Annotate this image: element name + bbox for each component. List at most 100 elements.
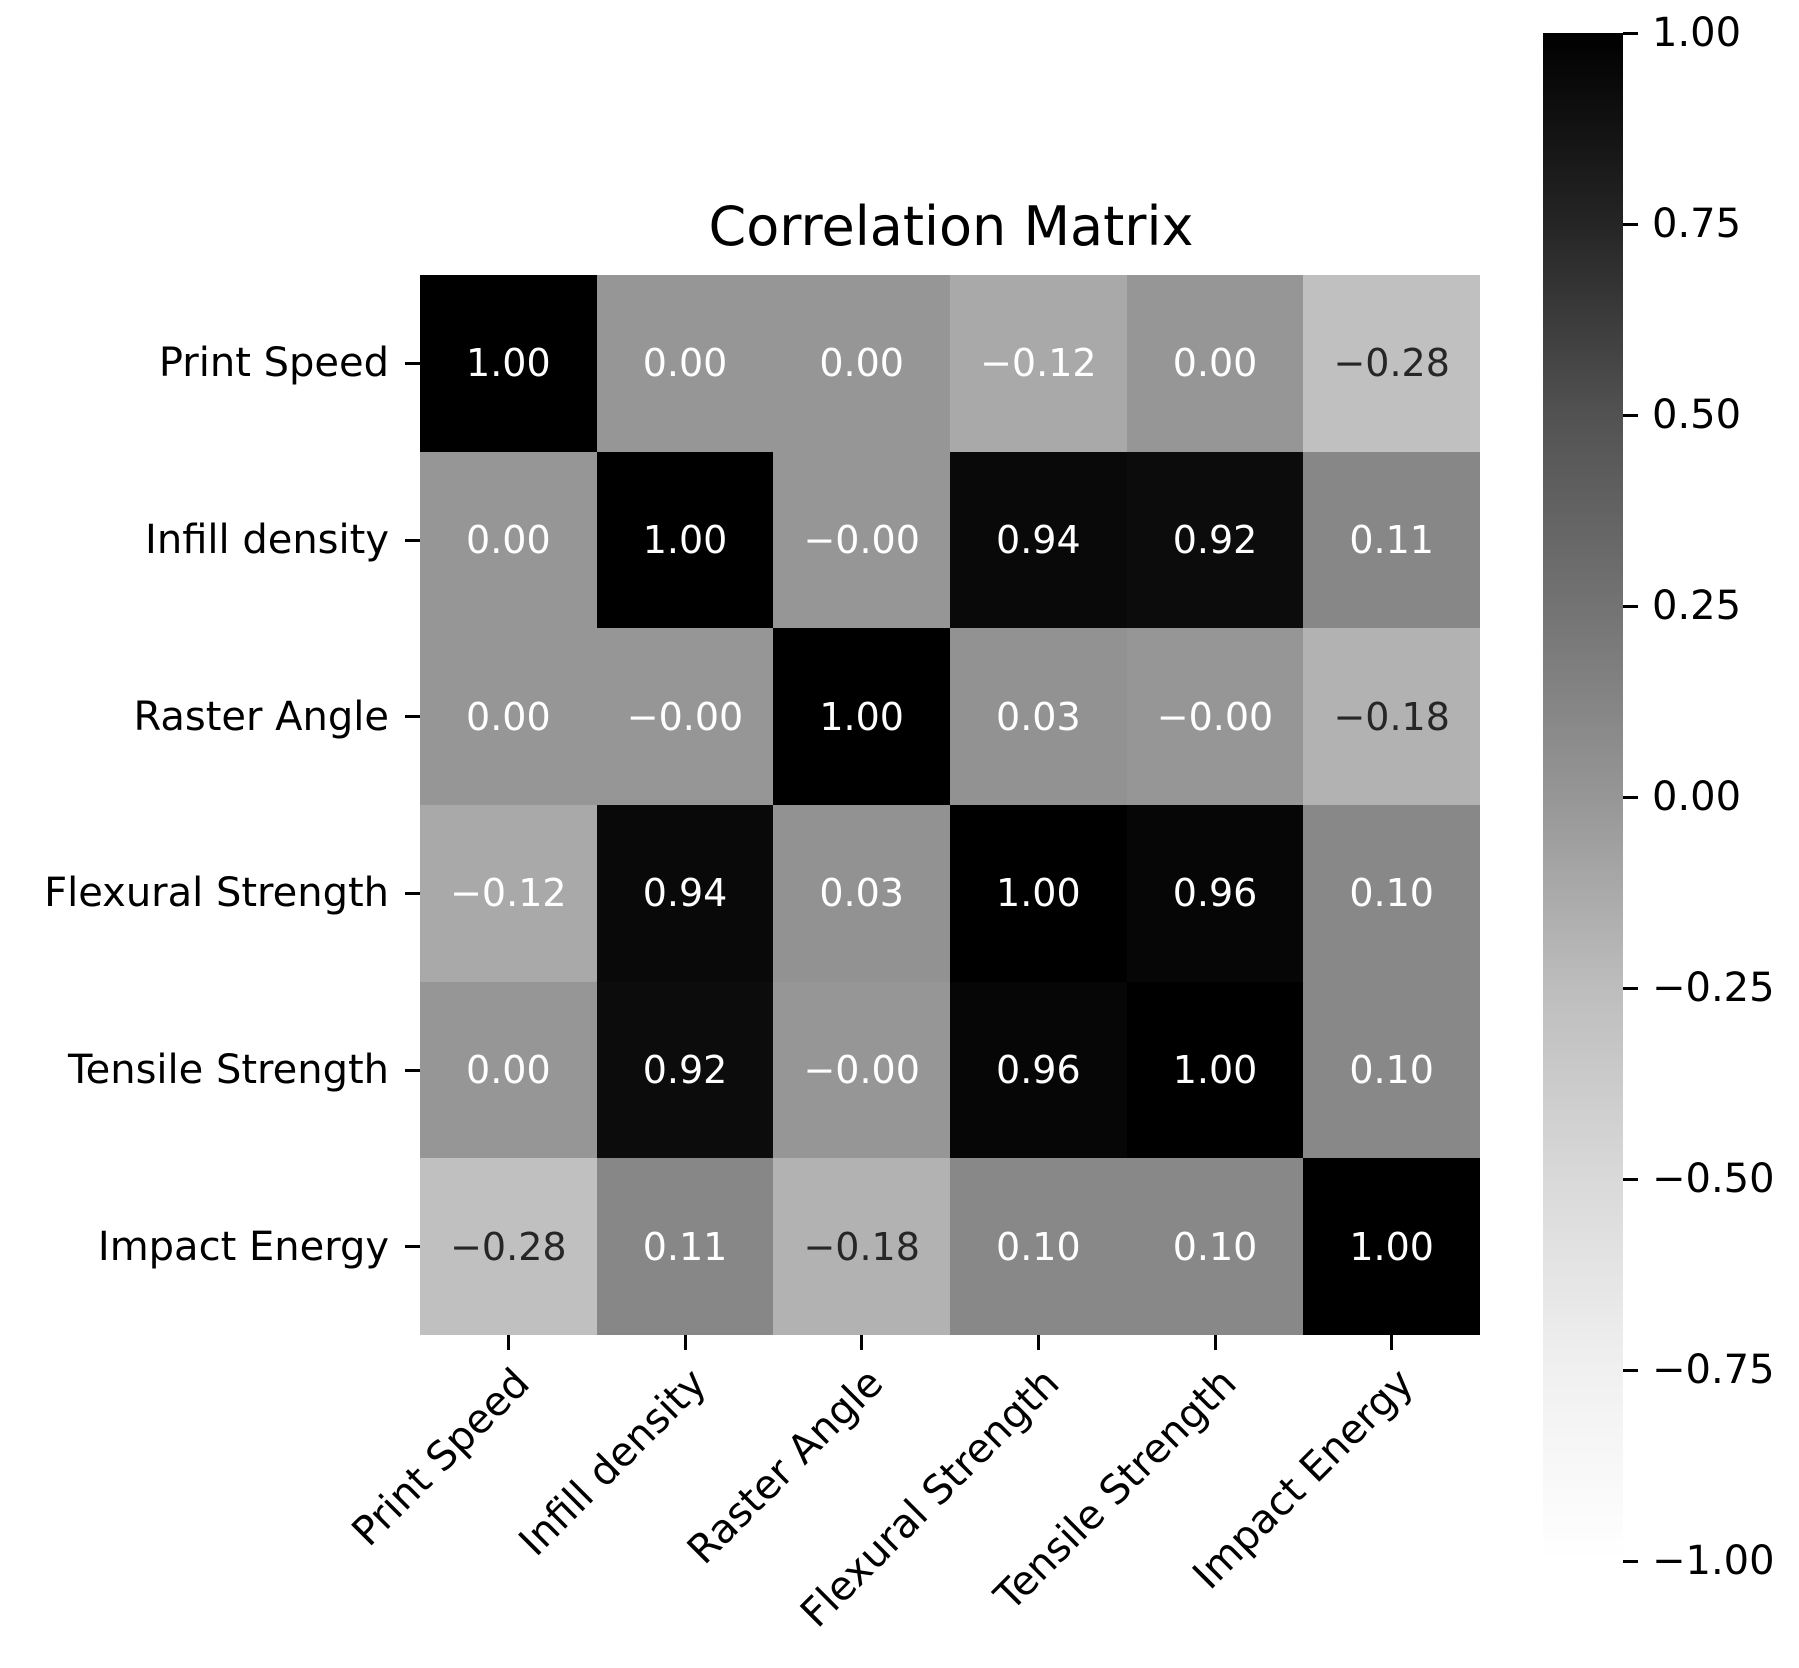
cell-value: 1.00 (819, 694, 904, 739)
cell-value: −0.00 (1156, 694, 1274, 739)
cell-value: 1.00 (466, 341, 551, 386)
colorbar-tick-mark (1623, 604, 1638, 608)
x-tick-mark (1036, 1335, 1040, 1350)
heatmap-cell: 0.03 (773, 805, 950, 982)
chart-title: Correlation Matrix (708, 195, 1194, 258)
y-tick-mark (405, 715, 420, 719)
heatmap-cell: 0.10 (1303, 805, 1480, 982)
cell-value: 1.00 (642, 517, 728, 562)
cell-value: 0.00 (642, 341, 728, 386)
heatmap-cell: 1.00 (420, 275, 597, 452)
heatmap-cell: 0.10 (1303, 981, 1480, 1159)
y-tick-label: Tensile Strength (67, 1047, 389, 1093)
colorbar-tick-label: −0.25 (1652, 965, 1775, 1011)
heatmap-cell: 1.00 (1303, 1158, 1480, 1335)
heatmap-cell: 0.00 (420, 451, 597, 629)
cell-value: 1.00 (1172, 1047, 1258, 1092)
heatmap-cell: 0.11 (1303, 451, 1480, 629)
cell-value: 0.00 (466, 517, 551, 562)
cell-value: 0.11 (1349, 517, 1434, 562)
heatmap-cell: 0.10 (950, 1158, 1127, 1335)
y-tick-mark (405, 361, 420, 365)
heatmap-cell: 0.96 (950, 981, 1127, 1159)
heatmap-cell: 0.96 (1126, 805, 1304, 982)
heatmap-cell: −0.00 (596, 628, 774, 805)
heatmap-cell: −0.00 (1126, 628, 1304, 805)
heatmap-cell: 0.11 (596, 1158, 774, 1335)
cell-value: 1.00 (996, 871, 1081, 916)
heatmap-cell: 0.92 (1126, 451, 1304, 629)
heatmap-cell: −0.18 (773, 1158, 950, 1335)
cell-value: −0.18 (803, 1224, 920, 1269)
y-tick-mark (405, 891, 420, 895)
y-tick-label: Flexural Strength (44, 870, 389, 917)
heatmap-cell: −0.00 (773, 451, 950, 629)
heatmap-cell: −0.00 (773, 981, 950, 1159)
heatmap-cell: 1.00 (1126, 981, 1304, 1159)
x-tick-mark (1390, 1335, 1394, 1350)
heatmap-cell: 1.00 (596, 451, 774, 629)
y-tick-mark (405, 1245, 420, 1249)
colorbar (1543, 33, 1623, 1561)
cell-value: 0.94 (642, 871, 728, 916)
cell-value: −0.18 (1333, 694, 1450, 739)
y-tick-mark (405, 538, 420, 542)
heatmap-cell: −0.12 (420, 805, 597, 982)
cell-value: −0.00 (803, 517, 920, 562)
cell-value: 0.96 (1172, 871, 1258, 916)
heatmap-cell: −0.28 (420, 1158, 597, 1335)
colorbar-tick-label: −0.75 (1652, 1347, 1775, 1393)
cell-value: −0.00 (803, 1047, 920, 1092)
heatmap-cell: 0.00 (1126, 275, 1304, 452)
heatmap-cell: −0.12 (950, 275, 1127, 452)
y-tick-label: Infill density (145, 517, 389, 563)
colorbar-tick-label: 0.75 (1652, 201, 1742, 247)
colorbar-tick-mark (1623, 1559, 1638, 1563)
heatmap-cell: 0.00 (773, 275, 950, 452)
heatmap-cell: 0.10 (1126, 1158, 1304, 1335)
cell-value: 0.00 (466, 694, 551, 739)
colorbar-tick-label: 0.50 (1652, 392, 1742, 438)
colorbar-tick-mark (1623, 1177, 1638, 1181)
heatmap-cell: 1.00 (950, 805, 1127, 982)
colorbar-tick-mark (1623, 1368, 1638, 1372)
heatmap-cell: 0.92 (596, 981, 774, 1159)
colorbar-tick-mark (1623, 986, 1638, 990)
cell-value: 0.92 (1172, 517, 1258, 562)
colorbar-tick-label: 0.00 (1652, 774, 1742, 820)
y-tick-mark (405, 1068, 420, 1072)
cell-value: 0.92 (642, 1047, 728, 1092)
y-tick-label: Print Speed (158, 340, 389, 387)
cell-value: 0.10 (1172, 1224, 1258, 1269)
heatmap-grid: 1.00 0.00 0.00 −0.12 0.00 −0.28 0.00 1.00 −0.00 0… (420, 275, 1480, 1335)
colorbar-tick-label: −1.00 (1652, 1538, 1775, 1584)
colorbar-tick-label: −0.50 (1652, 1156, 1775, 1202)
cell-value: 0.94 (996, 517, 1081, 562)
heatmap-cell: −0.28 (1303, 275, 1480, 452)
colorbar-tick-mark (1623, 795, 1638, 799)
cell-value: −0.28 (450, 1224, 567, 1269)
y-tick-label: Impact Energy (97, 1223, 389, 1270)
x-tick-mark (506, 1335, 510, 1350)
colorbar-tick-mark (1623, 222, 1638, 226)
cell-value: −0.28 (1333, 341, 1450, 386)
colorbar-tick-mark (1623, 31, 1638, 35)
cell-value: 0.10 (1349, 1047, 1434, 1092)
heatmap-cell: 0.94 (950, 451, 1127, 629)
cell-value: 1.00 (1349, 1224, 1434, 1269)
heatmap-cell: 0.03 (950, 628, 1127, 805)
x-tick-label: Print Speed (343, 1360, 539, 1556)
x-tick-mark (860, 1335, 864, 1350)
y-tick-label: Raster Angle (133, 693, 389, 740)
cell-value: −0.12 (450, 871, 567, 916)
heatmap-cell: 1.00 (773, 628, 950, 805)
cell-value: 0.00 (1172, 341, 1258, 386)
heatmap-cell: 0.00 (596, 275, 774, 452)
x-tick-mark (683, 1335, 687, 1350)
heatmap-cell: −0.18 (1303, 628, 1480, 805)
x-tick-mark (1213, 1335, 1217, 1350)
heatmap-cell: 0.94 (596, 805, 774, 982)
cell-value: 0.03 (996, 694, 1081, 739)
cell-value: −0.00 (626, 694, 744, 739)
